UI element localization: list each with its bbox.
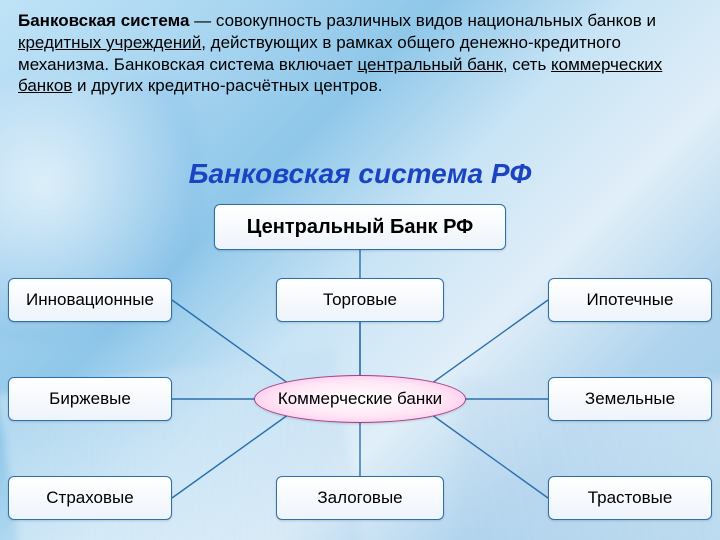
node-mortgage-label: Ипотечные [587,290,674,310]
node-stock-label: Биржевые [49,389,131,409]
para-t4: и других кредитно-расчётных центров. [72,76,382,95]
node-stock: Биржевые [8,377,172,421]
node-innovation: Инновационные [8,278,172,322]
definition-paragraph: Банковская система — совокупность различ… [18,10,702,97]
node-central-bank-label: Центральный Банк РФ [247,216,474,239]
para-t1: совокупность различных видов национальны… [216,11,656,30]
term-bold: Банковская система [18,11,189,30]
para-u1: кредитных учреждений [18,33,201,52]
node-land: Земельные [548,377,712,421]
node-pledge-label: Залоговые [317,488,402,508]
node-trade: Торговые [276,278,444,322]
node-innovation-label: Инновационные [26,290,154,310]
diagram-heading: Банковская система РФ [0,158,720,190]
node-trade-label: Торговые [323,290,397,310]
node-insurance-label: Страховые [46,488,133,508]
node-land-label: Земельные [585,389,675,409]
node-insurance: Страховые [8,476,172,520]
node-trust-label: Трастовые [588,488,673,508]
dash: — [189,11,215,30]
node-pledge: Залоговые [276,476,444,520]
node-hub-commercial-banks: Коммерческие банки [254,375,466,423]
para-u2: центральный банк [358,55,503,74]
node-mortgage: Ипотечные [548,278,712,322]
para-t3: , сеть [503,55,551,74]
node-trust: Трастовые [548,476,712,520]
node-hub-label: Коммерческие банки [278,389,442,409]
node-central-bank: Центральный Банк РФ [214,204,506,250]
